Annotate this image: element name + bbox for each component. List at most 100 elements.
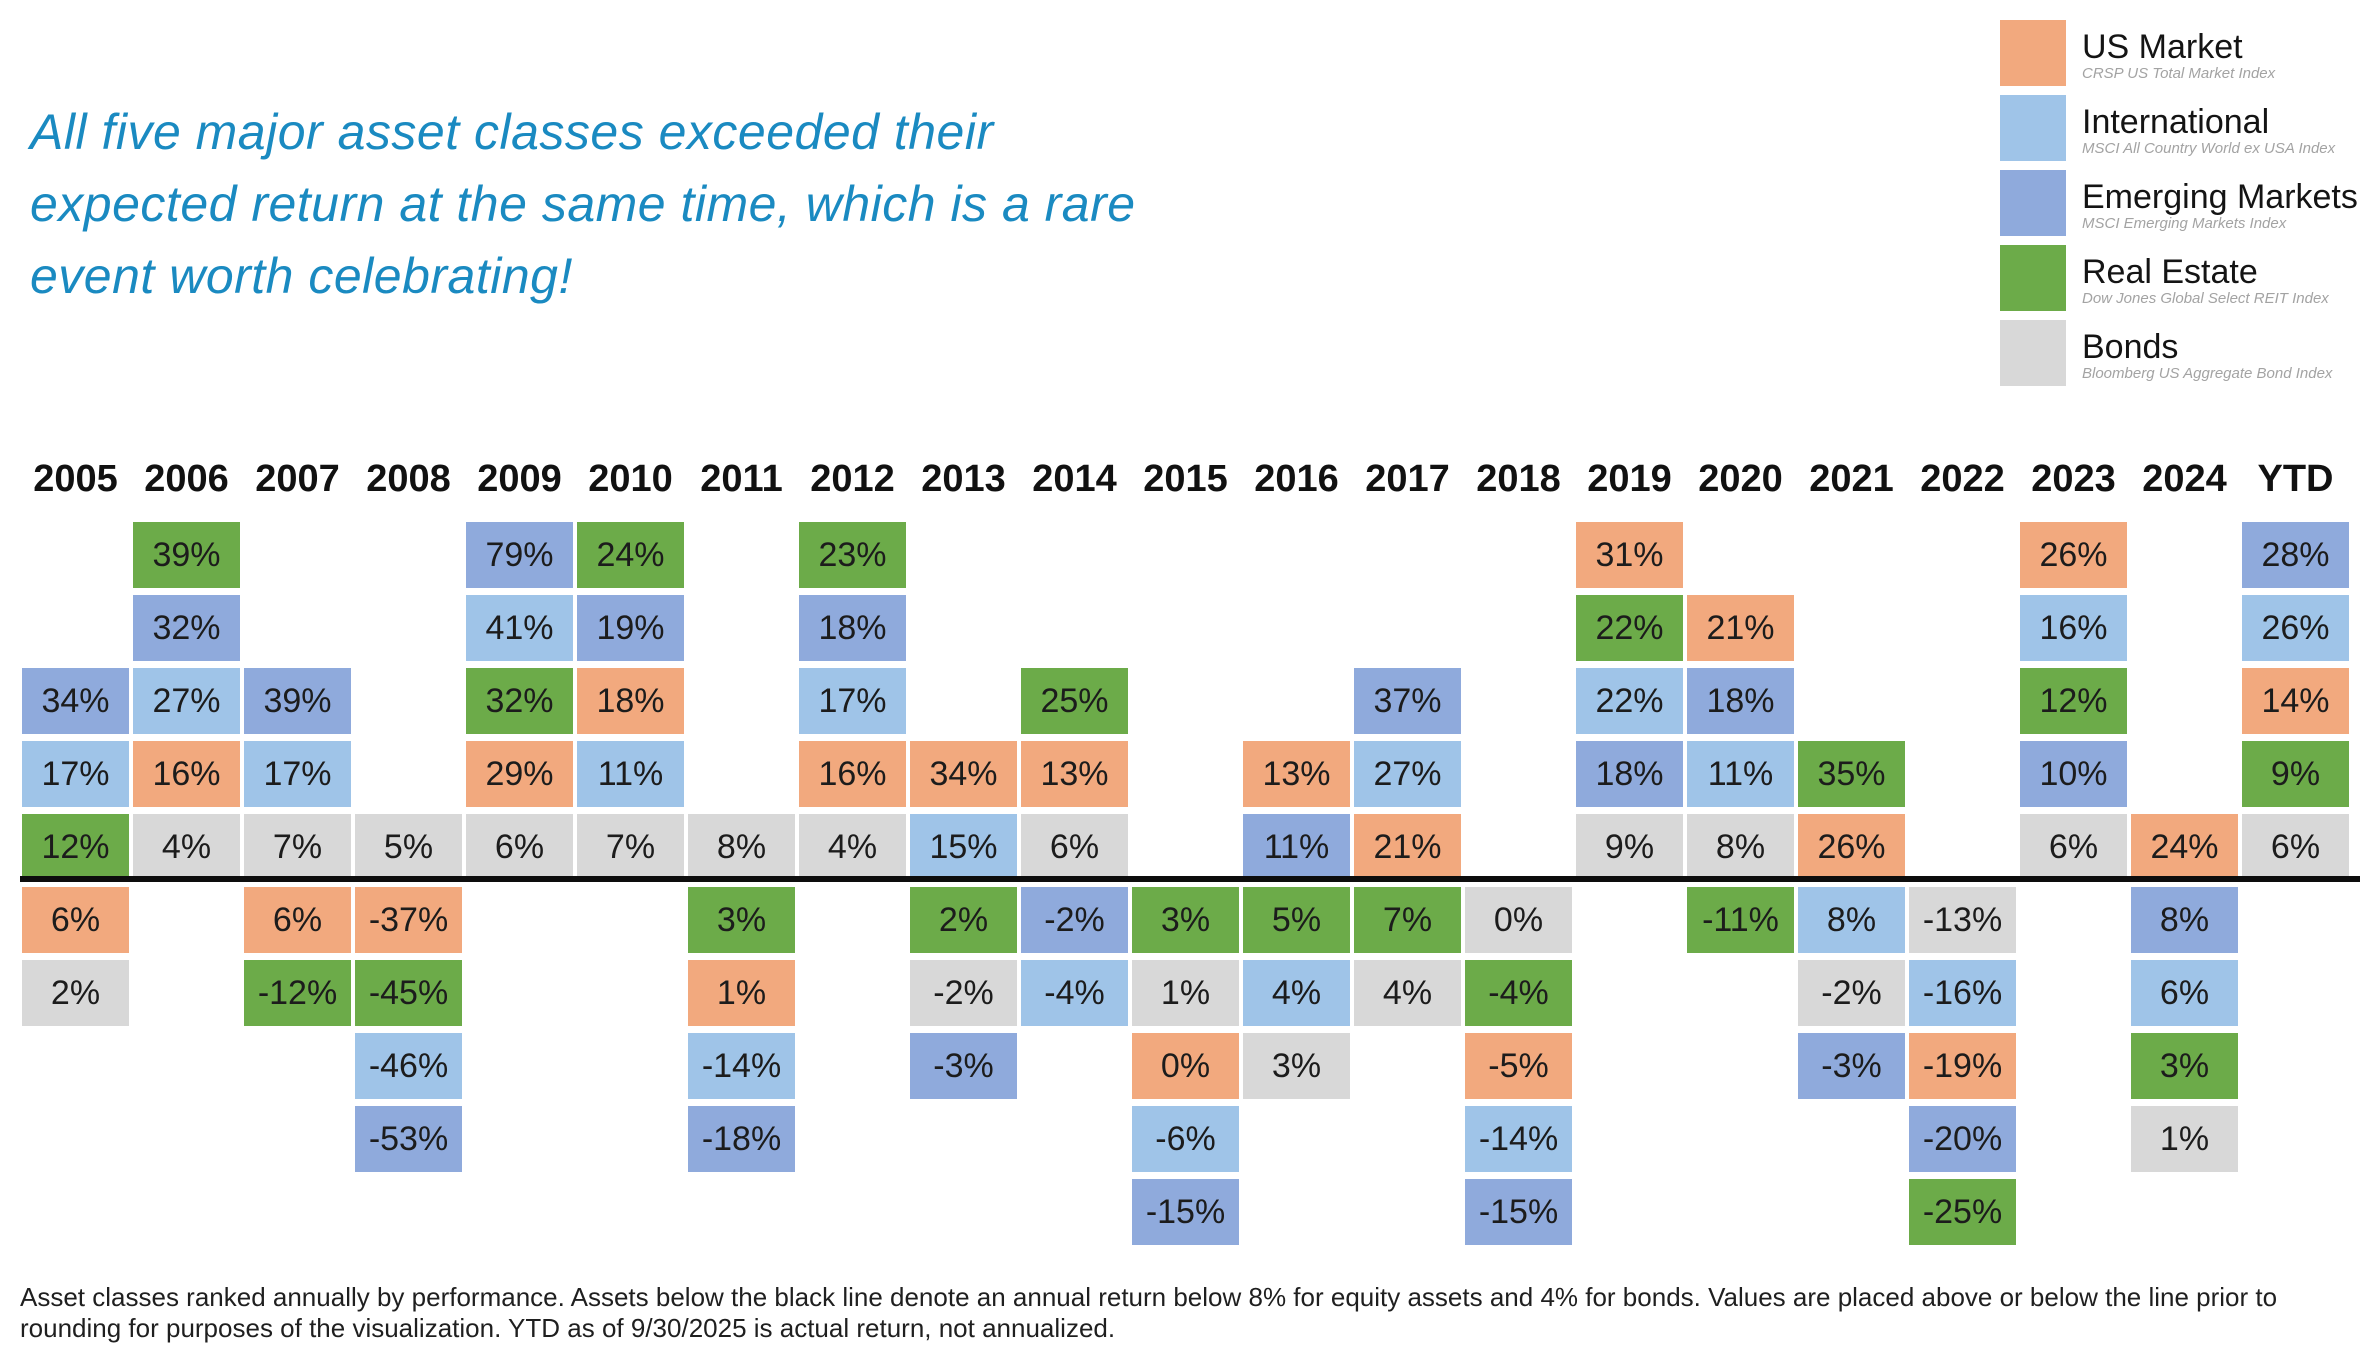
- return-cell-2016-emerging-markets: 11%: [1243, 814, 1350, 880]
- return-cell-2015-international: -6%: [1132, 1106, 1239, 1172]
- return-cell-2020-international: 11%: [1687, 741, 1794, 807]
- year-header-2016: 2016: [1254, 458, 1339, 500]
- return-cell-2012-us-market: 16%: [799, 741, 906, 807]
- return-cell-2010-international: 11%: [577, 741, 684, 807]
- return-cell-2014-emerging-markets: -2%: [1021, 887, 1128, 953]
- year-header-2024: 2024: [2142, 458, 2227, 500]
- return-cell-2005-bonds: 2%: [22, 960, 129, 1026]
- return-cell-2007-emerging-markets: 39%: [244, 668, 351, 734]
- legend-label-bonds: Bonds: [2082, 328, 2179, 366]
- return-cell-2006-international: 27%: [133, 668, 240, 734]
- return-cell-2008-real-estate: -45%: [355, 960, 462, 1026]
- return-cell-2006-us-market: 16%: [133, 741, 240, 807]
- year-header-2015: 2015: [1143, 458, 1228, 500]
- year-header-2006: 2006: [144, 458, 229, 500]
- return-cell-2005-international: 17%: [22, 741, 129, 807]
- return-cell-2012-international: 17%: [799, 668, 906, 734]
- legend-index-international: MSCI All Country World ex USA Index: [2082, 140, 2336, 157]
- return-cell-2011-emerging-markets: -18%: [688, 1106, 795, 1172]
- year-header-2019: 2019: [1587, 458, 1672, 500]
- return-cell-2019-emerging-markets: 18%: [1576, 741, 1683, 807]
- return-cell-2013-real-estate: 2%: [910, 887, 1017, 953]
- return-cell-2016-real-estate: 5%: [1243, 887, 1350, 953]
- legend-text: Bonds Bloomberg US Aggregate Bond Index: [2082, 323, 2332, 383]
- return-cell-2013-bonds: -2%: [910, 960, 1017, 1026]
- return-cell-2021-emerging-markets: -3%: [1798, 1033, 1905, 1099]
- return-cell-2024-us-market: 24%: [2131, 814, 2238, 880]
- year-header-2008: 2008: [366, 458, 451, 500]
- return-cell-2017-bonds: 4%: [1354, 960, 1461, 1026]
- bonds-swatch-icon: [2000, 320, 2066, 386]
- return-cell-2009-international: 41%: [466, 595, 573, 661]
- return-cell-2014-us-market: 13%: [1021, 741, 1128, 807]
- legend-text: Emerging Markets MSCI Emerging Markets I…: [2082, 173, 2358, 233]
- year-header-2007: 2007: [255, 458, 340, 500]
- return-cell-2009-us-market: 29%: [466, 741, 573, 807]
- return-cell-2023-real-estate: 12%: [2020, 668, 2127, 734]
- return-cell-2016-us-market: 13%: [1243, 741, 1350, 807]
- year-header-2005: 2005: [33, 458, 118, 500]
- return-cell-2015-bonds: 1%: [1132, 960, 1239, 1026]
- international-swatch-icon: [2000, 95, 2066, 161]
- return-cell-2010-real-estate: 24%: [577, 522, 684, 588]
- return-cell-2005-real-estate: 12%: [22, 814, 129, 880]
- return-cell-2021-international: 8%: [1798, 887, 1905, 953]
- real-estate-swatch-icon: [2000, 245, 2066, 311]
- return-cell-2017-us-market: 21%: [1354, 814, 1461, 880]
- return-cell-2016-bonds: 3%: [1243, 1033, 1350, 1099]
- return-cell-2014-bonds: 6%: [1021, 814, 1128, 880]
- return-cell-2023-bonds: 6%: [2020, 814, 2127, 880]
- legend-item-emerging-markets: Emerging Markets MSCI Emerging Markets I…: [2000, 170, 2358, 236]
- return-cell-2012-bonds: 4%: [799, 814, 906, 880]
- return-cell-2018-us-market: -5%: [1465, 1033, 1572, 1099]
- us-market-swatch-icon: [2000, 20, 2066, 86]
- year-header-2017: 2017: [1365, 458, 1450, 500]
- return-cell-2008-bonds: 5%: [355, 814, 462, 880]
- return-cell-2015-emerging-markets: -15%: [1132, 1179, 1239, 1245]
- return-cell-2019-real-estate: 22%: [1576, 595, 1683, 661]
- return-cell-2020-bonds: 8%: [1687, 814, 1794, 880]
- return-cell-2013-international: 15%: [910, 814, 1017, 880]
- legend-label-international: International: [2082, 103, 2270, 141]
- return-cell-2017-emerging-markets: 37%: [1354, 668, 1461, 734]
- return-cell-2015-us-market: 0%: [1132, 1033, 1239, 1099]
- return-cell-2017-real-estate: 7%: [1354, 887, 1461, 953]
- return-cell-2021-us-market: 26%: [1798, 814, 1905, 880]
- return-cell-2015-real-estate: 3%: [1132, 887, 1239, 953]
- return-cell-2007-real-estate: -12%: [244, 960, 351, 1026]
- return-cell-2009-real-estate: 32%: [466, 668, 573, 734]
- legend-index-us-market: CRSP US Total Market Index: [2082, 65, 2276, 82]
- return-cell-2018-international: -14%: [1465, 1106, 1572, 1172]
- footnote: Asset classes ranked annually by perform…: [20, 1282, 2278, 1343]
- return-cell-2005-us-market: 6%: [22, 887, 129, 953]
- return-cell-2007-bonds: 7%: [244, 814, 351, 880]
- return-cell-2024-emerging-markets: 8%: [2131, 887, 2238, 953]
- return-cell-2016-international: 4%: [1243, 960, 1350, 1026]
- return-cell-2011-us-market: 1%: [688, 960, 795, 1026]
- legend-label-emerging-markets: Emerging Markets: [2082, 178, 2358, 216]
- year-header-YTD: YTD: [2257, 458, 2334, 500]
- return-cell-2023-international: 16%: [2020, 595, 2127, 661]
- return-cell-2019-us-market: 31%: [1576, 522, 1683, 588]
- return-cell-2010-us-market: 18%: [577, 668, 684, 734]
- return-cell-2022-international: -16%: [1909, 960, 2016, 1026]
- return-cell-2022-us-market: -19%: [1909, 1033, 2016, 1099]
- return-cell-2008-us-market: -37%: [355, 887, 462, 953]
- legend-item-real-estate: Real Estate Dow Jones Global Select REIT…: [2000, 245, 2358, 311]
- year-header-2020: 2020: [1698, 458, 1783, 500]
- expected-return-divider-line: [20, 876, 2360, 882]
- return-cell-2006-bonds: 4%: [133, 814, 240, 880]
- return-cell-2011-bonds: 8%: [688, 814, 795, 880]
- return-cell-2007-us-market: 6%: [244, 887, 351, 953]
- legend-index-emerging-markets: MSCI Emerging Markets Index: [2082, 215, 2287, 232]
- return-cell-2014-real-estate: 25%: [1021, 668, 1128, 734]
- return-cell-2020-us-market: 21%: [1687, 595, 1794, 661]
- legend-item-international: International MSCI All Country World ex …: [2000, 95, 2358, 161]
- year-header-2013: 2013: [921, 458, 1006, 500]
- return-cell-2006-real-estate: 39%: [133, 522, 240, 588]
- return-cell-YTD-international: 26%: [2242, 595, 2349, 661]
- return-cell-2020-real-estate: -11%: [1687, 887, 1794, 953]
- return-cell-2018-real-estate: -4%: [1465, 960, 1572, 1026]
- legend-index-real-estate: Dow Jones Global Select REIT Index: [2082, 290, 2329, 307]
- return-cell-2024-real-estate: 3%: [2131, 1033, 2238, 1099]
